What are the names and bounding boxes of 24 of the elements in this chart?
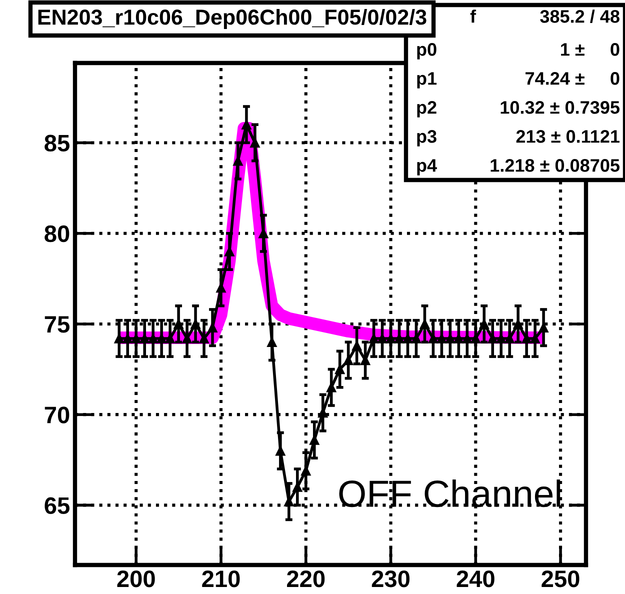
- text: 1 ± 0: [561, 43, 620, 56]
- y-tick-label: 70: [44, 406, 70, 424]
- x-tick-label: 200: [117, 570, 155, 588]
- annotation: 74.24 ± 0: [526, 72, 620, 85]
- annotation: p4: [417, 159, 437, 176]
- annotation: p3: [417, 130, 436, 146]
- annotation: 1.218 ± 0.08705: [490, 159, 620, 172]
- annotation: 213 ± 0.1121: [516, 130, 620, 143]
- annotation: p2: [417, 101, 436, 118]
- text: p0: [417, 43, 436, 60]
- x-tick-label: 250: [542, 570, 580, 588]
- text: 385.2 / 48: [540, 10, 620, 24]
- y-tick-label: 65: [44, 497, 70, 514]
- text: f: [470, 10, 476, 23]
- x-tick-label: 240: [456, 570, 494, 588]
- y-tick-label: 80: [44, 225, 70, 242]
- annotation: 10.32 ± 0.7395: [500, 101, 620, 114]
- annotation: p1: [417, 72, 437, 88]
- x-tick-label: 210: [202, 570, 240, 588]
- y-tick-label: 75: [44, 316, 70, 333]
- x-tick-label: 220: [287, 570, 325, 588]
- y-tick-label: 85: [44, 134, 70, 152]
- chart-title: EN203_r10c06_Dep06Ch00_F05/0/02/3: [38, 8, 426, 30]
- x-tick-label: 230: [372, 570, 410, 588]
